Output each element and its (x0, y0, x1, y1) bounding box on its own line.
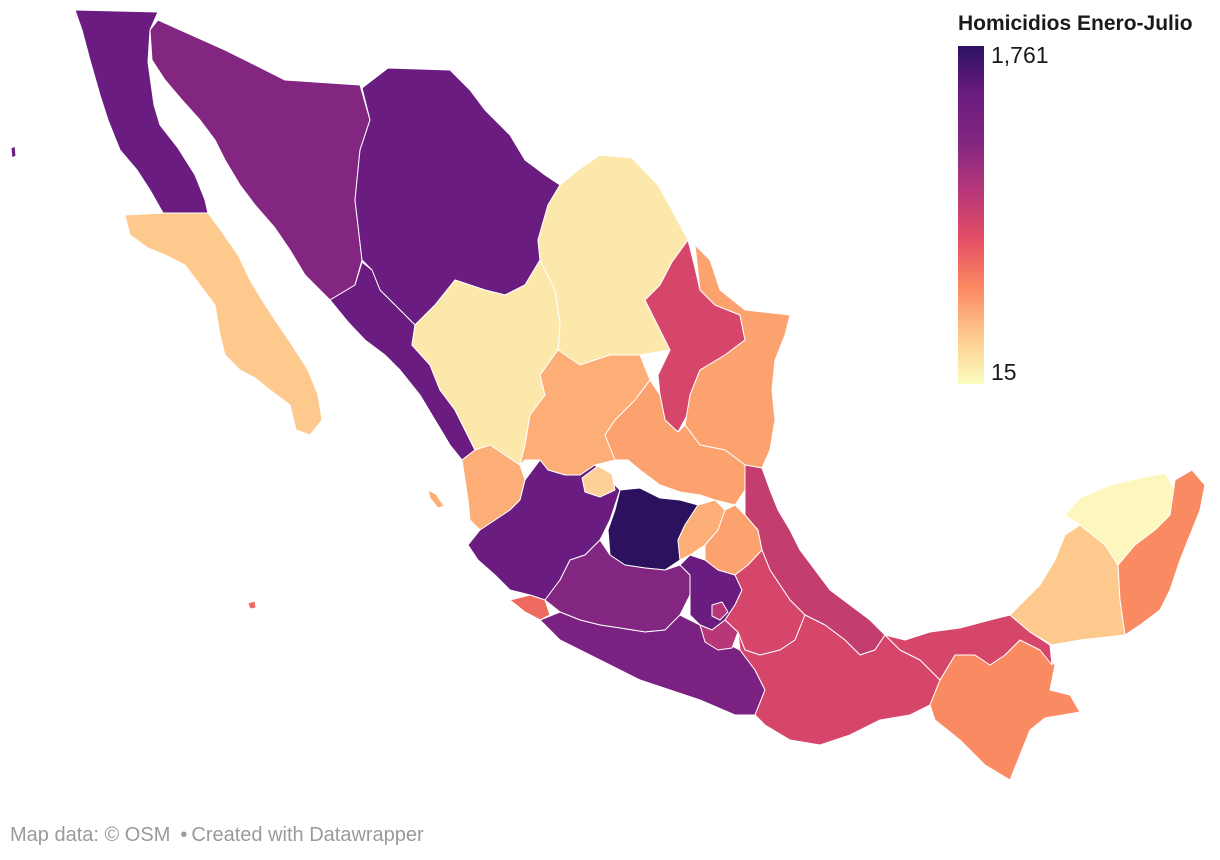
region-morelos[interactable] (699, 619, 739, 651)
region-islas-marias (427, 489, 445, 509)
region-chiapas[interactable] (929, 639, 1081, 781)
footer-separator: • (180, 824, 188, 846)
legend-max-label: 1,761 (991, 42, 1049, 68)
footer-created-with: Created with Datawrapper (191, 824, 424, 846)
region-quintana-roo[interactable] (1117, 469, 1206, 636)
legend-color-bar (958, 46, 984, 384)
region-cdmx[interactable] (711, 601, 729, 621)
legend: Homicidios Enero-Julio 1,761 15 (958, 12, 1213, 385)
region-queretaro[interactable] (677, 499, 726, 561)
region-colima[interactable] (509, 594, 551, 621)
legend-min-label: 15 (991, 359, 1017, 385)
footer-credits: Map data: © OSM • Created with Datawrapper (10, 824, 424, 847)
region-isla-guadalupe (10, 145, 17, 159)
region-aguascalientes[interactable] (581, 465, 616, 498)
region-jalisco[interactable] (467, 459, 621, 601)
region-isla-socorro (247, 600, 257, 610)
region-baja-california-sur[interactable] (124, 212, 323, 436)
region-sonora[interactable] (149, 19, 371, 301)
region-tabasco[interactable] (884, 614, 1053, 681)
legend-title: Homicidios Enero-Julio (958, 12, 1193, 35)
footer-map-data: Map data: © OSM (10, 824, 171, 846)
